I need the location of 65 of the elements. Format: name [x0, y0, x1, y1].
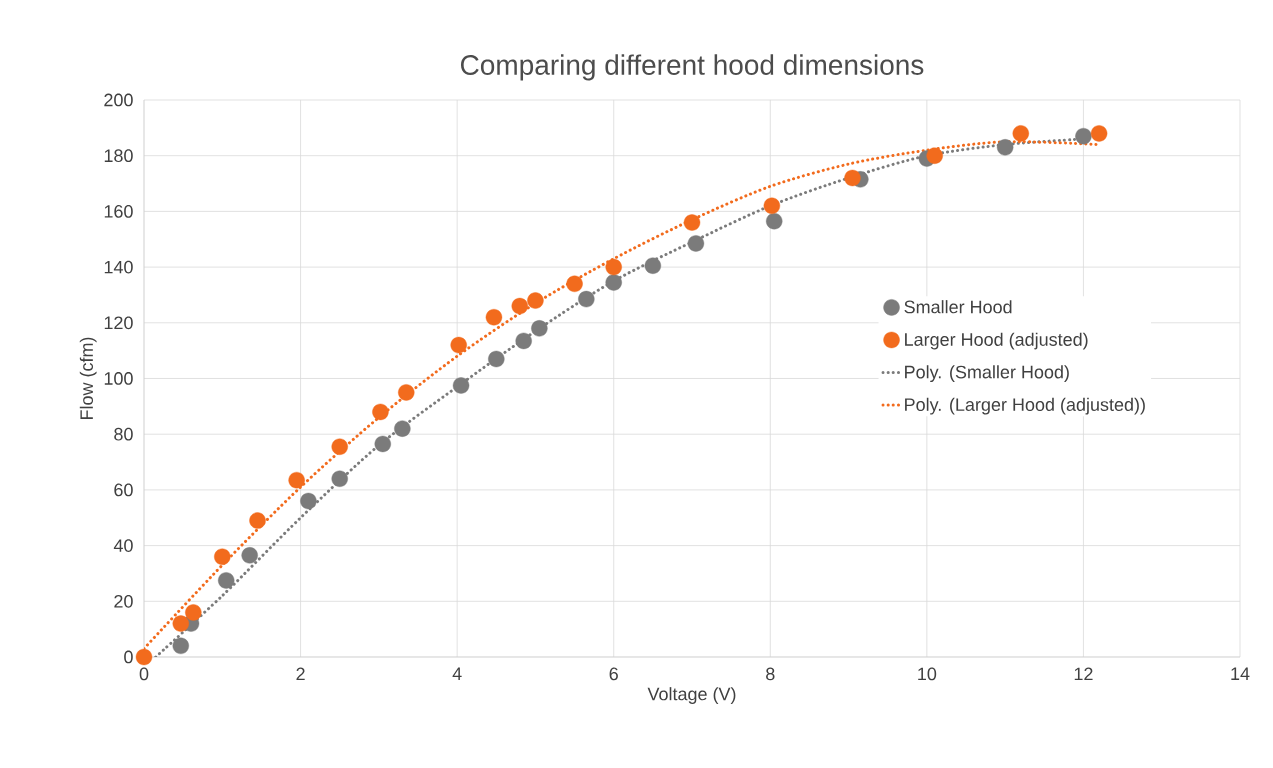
x-tick-label: 6: [609, 667, 618, 681]
y-tick-label: 40: [113, 539, 133, 552]
x-tick-label: 10: [918, 667, 937, 681]
point: [687, 235, 705, 252]
point: [450, 336, 467, 354]
point: [452, 377, 470, 394]
point: [218, 572, 235, 589]
y-tick-label: 160: [104, 205, 133, 218]
point: [241, 547, 258, 564]
point: [372, 403, 389, 421]
x-tick-label: 14: [1231, 667, 1250, 680]
legend-label: Smaller Hood: [904, 300, 1012, 314]
point: [331, 470, 348, 487]
legend-label: Poly. (Larger Hood (adjusted)): [905, 397, 1145, 415]
x-axis-title: Voltage (V): [647, 687, 736, 704]
point: [374, 435, 391, 453]
y-tick-label: 0: [124, 650, 133, 664]
point: [135, 648, 153, 666]
point: [172, 615, 189, 632]
chart-title: Comparing different hood dimensions: [461, 54, 924, 81]
point: [1090, 125, 1108, 142]
point: [578, 290, 595, 308]
y-axis-title: Flow (cfm): [79, 337, 97, 420]
y-tick-label: 80: [114, 427, 133, 441]
x-tick-label: 12: [1074, 667, 1093, 681]
y-tick-label: 200: [104, 93, 133, 107]
point: [844, 169, 861, 187]
x-tick-label: 0: [139, 667, 149, 681]
y-tick-label: 120: [104, 316, 133, 330]
legend-label: Larger Hood (adjusted): [905, 332, 1088, 350]
point: [485, 309, 503, 326]
point: [185, 604, 202, 621]
point: [566, 275, 583, 293]
y-tick-label: 180: [104, 149, 133, 163]
point: [683, 214, 701, 231]
point: [331, 438, 348, 455]
point: [394, 420, 411, 437]
point: [488, 350, 505, 368]
point: [515, 332, 532, 350]
point: [1075, 127, 1092, 145]
point: [763, 197, 781, 215]
point: [1012, 125, 1030, 142]
point: [398, 384, 415, 401]
point: [288, 471, 305, 489]
point: [172, 637, 189, 655]
point: [644, 257, 662, 274]
x-tick-label: 2: [296, 667, 305, 681]
x-tick-label: 8: [766, 667, 775, 681]
y-tick-label: 20: [114, 594, 133, 608]
point: [996, 139, 1014, 156]
y-tick-label: 60: [114, 483, 133, 497]
y-tick-label: 140: [104, 260, 133, 274]
point: [531, 320, 548, 337]
point: [511, 297, 528, 315]
y-tick-label: 100: [104, 372, 133, 385]
point: [214, 548, 231, 565]
point: [527, 292, 544, 309]
point: [926, 147, 943, 164]
point: [605, 274, 622, 291]
point: [249, 512, 266, 529]
point: [766, 212, 783, 230]
legend-label: Poly. (Smaller Hood): [905, 365, 1069, 382]
x-tick-label: 4: [452, 667, 462, 680]
point: [605, 258, 622, 276]
point: [300, 492, 317, 510]
